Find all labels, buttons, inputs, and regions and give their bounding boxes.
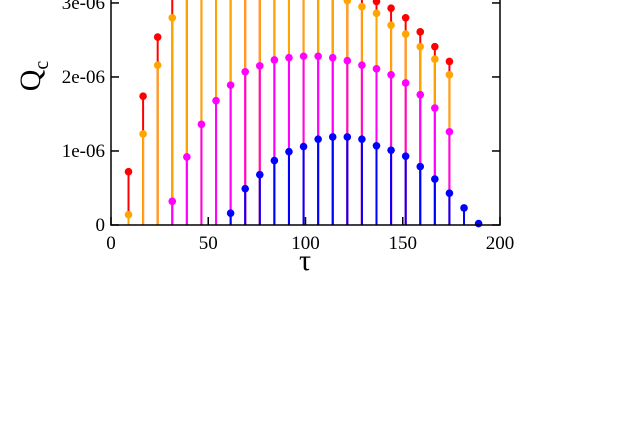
stem-marker bbox=[255, 170, 264, 179]
stem-marker bbox=[416, 162, 425, 171]
stem-marker bbox=[343, 56, 352, 65]
stem-marker bbox=[401, 79, 410, 87]
stem-marker bbox=[445, 189, 454, 197]
stem-marker bbox=[445, 127, 454, 136]
stem-marker bbox=[401, 30, 410, 38]
stem-marker bbox=[372, 142, 381, 150]
stem-marker bbox=[416, 42, 425, 51]
stem-marker bbox=[270, 56, 279, 64]
stem-marker bbox=[153, 33, 162, 41]
stem-marker bbox=[212, 96, 220, 105]
stem-marker bbox=[168, 13, 177, 22]
stem-marker bbox=[226, 81, 235, 89]
stem-marker bbox=[474, 219, 483, 228]
stem-marker bbox=[416, 90, 425, 99]
stem-marker bbox=[358, 61, 366, 69]
x-axis-label: τ bbox=[299, 244, 311, 277]
stem-marker bbox=[241, 184, 250, 193]
x-tick-label: 200 bbox=[486, 233, 515, 254]
stem-marker bbox=[343, 133, 352, 141]
stem-marker bbox=[401, 152, 410, 160]
y-axis-label: Qc bbox=[14, 61, 53, 92]
y-label-main: Q bbox=[14, 69, 47, 91]
stem-marker bbox=[299, 52, 308, 61]
y-tick-label: 3e-06 bbox=[62, 0, 105, 14]
stem-marker bbox=[299, 142, 308, 151]
stem-marker bbox=[124, 210, 133, 219]
stem-marker bbox=[328, 53, 337, 62]
x-tick-label: 50 bbox=[199, 233, 218, 254]
stem-marker bbox=[416, 28, 425, 36]
stem-marker bbox=[328, 133, 337, 141]
stem-marker bbox=[153, 61, 162, 69]
stem-marker bbox=[270, 156, 279, 165]
stem-marker bbox=[314, 135, 322, 143]
stem-marker bbox=[241, 67, 250, 76]
y-label-sub: c bbox=[31, 61, 53, 70]
x-tick-label: 150 bbox=[389, 233, 418, 254]
stem-marker bbox=[197, 120, 206, 129]
stem-marker bbox=[431, 42, 439, 51]
y-tick-label: 0 bbox=[96, 215, 106, 236]
stem-marker bbox=[358, 135, 366, 143]
stem-marker bbox=[285, 147, 293, 156]
stem-marker bbox=[226, 209, 235, 217]
plot-frame bbox=[110, 0, 501, 226]
stem-marker bbox=[358, 2, 366, 11]
stem-marker bbox=[387, 70, 395, 79]
y-tick-label: 1e-06 bbox=[62, 141, 105, 162]
stem-marker bbox=[372, 65, 381, 73]
stem-marker bbox=[401, 13, 410, 22]
stem-marker bbox=[431, 175, 439, 183]
stem-marker bbox=[183, 153, 191, 161]
stem-marker bbox=[314, 52, 322, 61]
stem-marker bbox=[460, 204, 468, 212]
stem-marker bbox=[139, 92, 147, 101]
stem-marker bbox=[285, 53, 293, 62]
stem-marker bbox=[445, 70, 454, 79]
stem-marker bbox=[372, 9, 381, 18]
y-tick-label: 2e-06 bbox=[62, 67, 105, 88]
stem-marker bbox=[431, 104, 439, 112]
stem-marker bbox=[168, 197, 177, 206]
stem-marker bbox=[445, 57, 454, 66]
stem-marker bbox=[343, 0, 352, 5]
stem-marker bbox=[431, 55, 439, 64]
stem-marker bbox=[387, 146, 395, 155]
stem-marker bbox=[139, 130, 147, 138]
stem-marker bbox=[255, 62, 264, 70]
x-tick-label: 0 bbox=[106, 233, 116, 254]
stem-marker bbox=[387, 4, 395, 12]
stem-marker bbox=[372, 0, 381, 6]
stem-marker bbox=[387, 21, 395, 29]
x-tick-label: 100 bbox=[291, 233, 320, 254]
stem-marker bbox=[124, 167, 133, 176]
